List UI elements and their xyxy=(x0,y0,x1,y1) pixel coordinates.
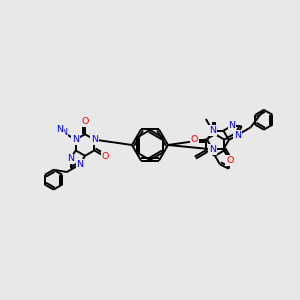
Text: O: O xyxy=(102,152,109,161)
Text: N: N xyxy=(209,126,216,135)
Text: N: N xyxy=(72,135,79,144)
Text: N: N xyxy=(76,160,84,169)
Text: N: N xyxy=(91,135,98,144)
Text: N: N xyxy=(61,128,67,137)
Text: O: O xyxy=(191,136,198,145)
Text: N: N xyxy=(209,145,216,154)
Text: O: O xyxy=(81,117,89,126)
Text: N: N xyxy=(56,125,64,134)
Text: N: N xyxy=(67,154,74,164)
Text: N: N xyxy=(229,121,236,130)
Text: O: O xyxy=(226,156,233,165)
Text: N: N xyxy=(234,130,241,140)
